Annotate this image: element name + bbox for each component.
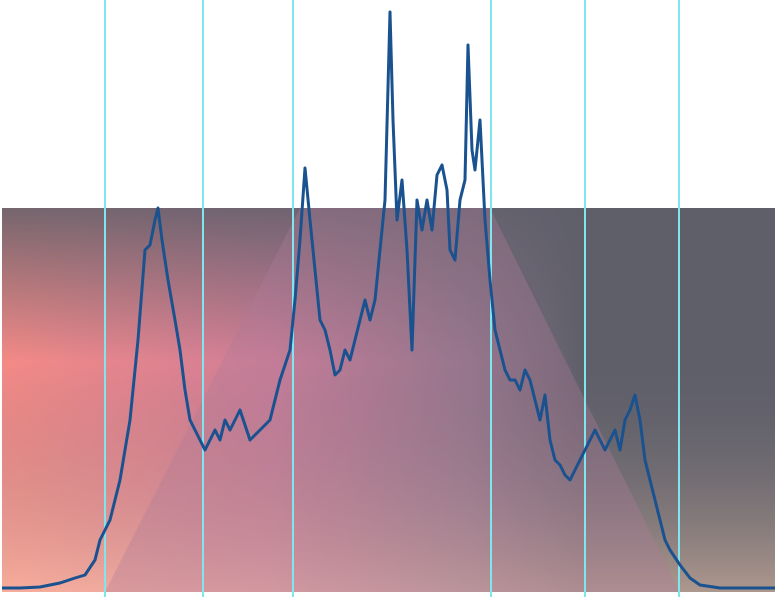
line [2,10,775,590]
backdrop-wedge [105,208,680,592]
